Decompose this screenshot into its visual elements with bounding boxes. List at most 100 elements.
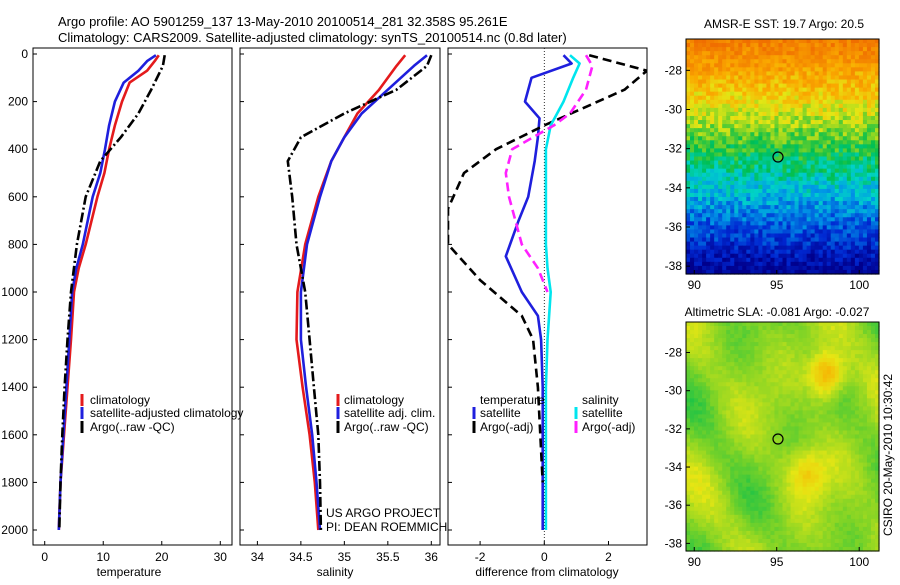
heatmap-cell bbox=[738, 201, 743, 206]
heatmap-cell bbox=[758, 173, 763, 178]
heatmap-cell bbox=[791, 161, 796, 166]
heatmap-cell bbox=[831, 394, 836, 399]
heatmap-cell bbox=[839, 426, 844, 431]
heatmap-cell bbox=[694, 483, 699, 488]
heatmap-cell bbox=[742, 229, 747, 234]
heatmap-cell bbox=[746, 213, 751, 218]
heatmap-cell bbox=[778, 201, 783, 206]
heatmap-cell bbox=[835, 189, 840, 194]
heatmap-cell bbox=[762, 148, 767, 153]
heatmap-cell bbox=[807, 418, 812, 423]
heatmap-cell bbox=[863, 451, 868, 456]
heatmap-cell bbox=[746, 338, 751, 343]
heatmap-cell bbox=[839, 205, 844, 210]
heatmap-cell bbox=[686, 71, 691, 76]
heatmap-cell bbox=[774, 238, 779, 243]
heatmap-cell bbox=[823, 39, 828, 44]
heatmap-cell bbox=[871, 63, 876, 68]
heatmap-cell bbox=[766, 181, 771, 186]
heatmap-cell bbox=[718, 140, 723, 145]
heatmap-cell bbox=[734, 148, 739, 153]
heatmap-cell bbox=[686, 362, 691, 367]
heatmap-cell bbox=[871, 414, 876, 419]
heatmap-cell bbox=[730, 266, 735, 271]
heatmap-cell bbox=[835, 354, 840, 359]
heatmap-cell bbox=[871, 75, 876, 80]
heatmap-cell bbox=[823, 189, 828, 194]
heatmap-cell bbox=[706, 189, 711, 194]
heatmap-cell bbox=[698, 451, 703, 456]
heatmap-cell bbox=[839, 475, 844, 480]
heatmap-cell bbox=[738, 233, 743, 238]
heatmap-cell bbox=[754, 140, 759, 145]
heatmap-cell bbox=[702, 88, 707, 93]
heatmap-cell bbox=[750, 88, 755, 93]
heatmap-cell bbox=[694, 362, 699, 367]
heatmap-cell bbox=[803, 217, 808, 222]
heatmap-cell bbox=[710, 173, 715, 178]
heatmap-cell bbox=[851, 140, 856, 145]
heatmap-cell bbox=[686, 414, 691, 419]
heatmap-cell bbox=[855, 322, 860, 327]
heatmap-cell bbox=[783, 426, 788, 431]
heatmap-cell bbox=[706, 487, 711, 492]
heatmap-cell bbox=[855, 181, 860, 186]
heatmap-cell bbox=[702, 132, 707, 137]
heatmap-cell bbox=[815, 124, 820, 129]
heatmap-cell bbox=[706, 338, 711, 343]
heatmap-cell bbox=[694, 491, 699, 496]
heatmap-cell bbox=[823, 217, 828, 222]
heatmap-cell bbox=[686, 59, 691, 64]
heatmap-cell bbox=[758, 390, 763, 395]
heatmap-cell bbox=[702, 410, 707, 415]
heatmap-cell bbox=[710, 80, 715, 85]
heatmap-cell bbox=[746, 422, 751, 427]
heatmap-cell bbox=[851, 334, 856, 339]
heatmap-cell bbox=[710, 254, 715, 259]
heatmap-cell bbox=[698, 447, 703, 452]
heatmap-cell bbox=[787, 108, 792, 113]
heatmap-cell bbox=[863, 422, 868, 427]
heatmap-cell bbox=[863, 358, 868, 363]
heatmap-cell bbox=[718, 266, 723, 271]
heatmap-cell bbox=[823, 398, 828, 403]
heatmap-cell bbox=[738, 467, 743, 472]
heatmap-cell bbox=[843, 410, 848, 415]
heatmap-cell bbox=[839, 242, 844, 247]
heatmap-cell bbox=[778, 80, 783, 85]
heatmap-cell bbox=[851, 338, 856, 343]
heatmap-cell bbox=[831, 455, 836, 460]
heatmap-cell bbox=[706, 47, 711, 52]
heatmap-cell bbox=[758, 144, 763, 149]
heatmap-cell bbox=[815, 258, 820, 263]
heatmap-cell bbox=[795, 238, 800, 243]
heatmap-cell bbox=[819, 47, 824, 52]
heatmap-cell bbox=[754, 63, 759, 68]
heatmap-cell bbox=[718, 398, 723, 403]
heatmap-cell bbox=[851, 181, 856, 186]
heatmap-cell bbox=[738, 165, 743, 170]
heatmap-cell bbox=[770, 112, 775, 117]
heatmap-cell bbox=[706, 209, 711, 214]
heatmap-cell bbox=[742, 92, 747, 97]
heatmap-cell bbox=[827, 221, 832, 226]
heatmap-cell bbox=[839, 467, 844, 472]
heatmap-cell bbox=[754, 394, 759, 399]
heatmap-cell bbox=[803, 254, 808, 259]
heatmap-cell bbox=[722, 75, 727, 80]
heatmap-cell bbox=[871, 258, 876, 263]
heatmap-cell bbox=[754, 374, 759, 379]
heatmap-cell bbox=[722, 157, 727, 162]
heatmap-cell bbox=[754, 406, 759, 411]
heatmap-cell bbox=[694, 75, 699, 80]
heatmap-cell bbox=[855, 144, 860, 149]
heatmap-cell bbox=[831, 322, 836, 327]
heatmap-cell bbox=[867, 209, 872, 214]
heatmap-cell bbox=[839, 422, 844, 427]
heatmap-cell bbox=[778, 136, 783, 141]
heatmap-cell bbox=[702, 148, 707, 153]
heatmap-cell bbox=[762, 455, 767, 460]
heatmap-cell bbox=[859, 394, 864, 399]
heatmap-cell bbox=[758, 104, 763, 109]
heatmap-cell bbox=[811, 370, 816, 375]
